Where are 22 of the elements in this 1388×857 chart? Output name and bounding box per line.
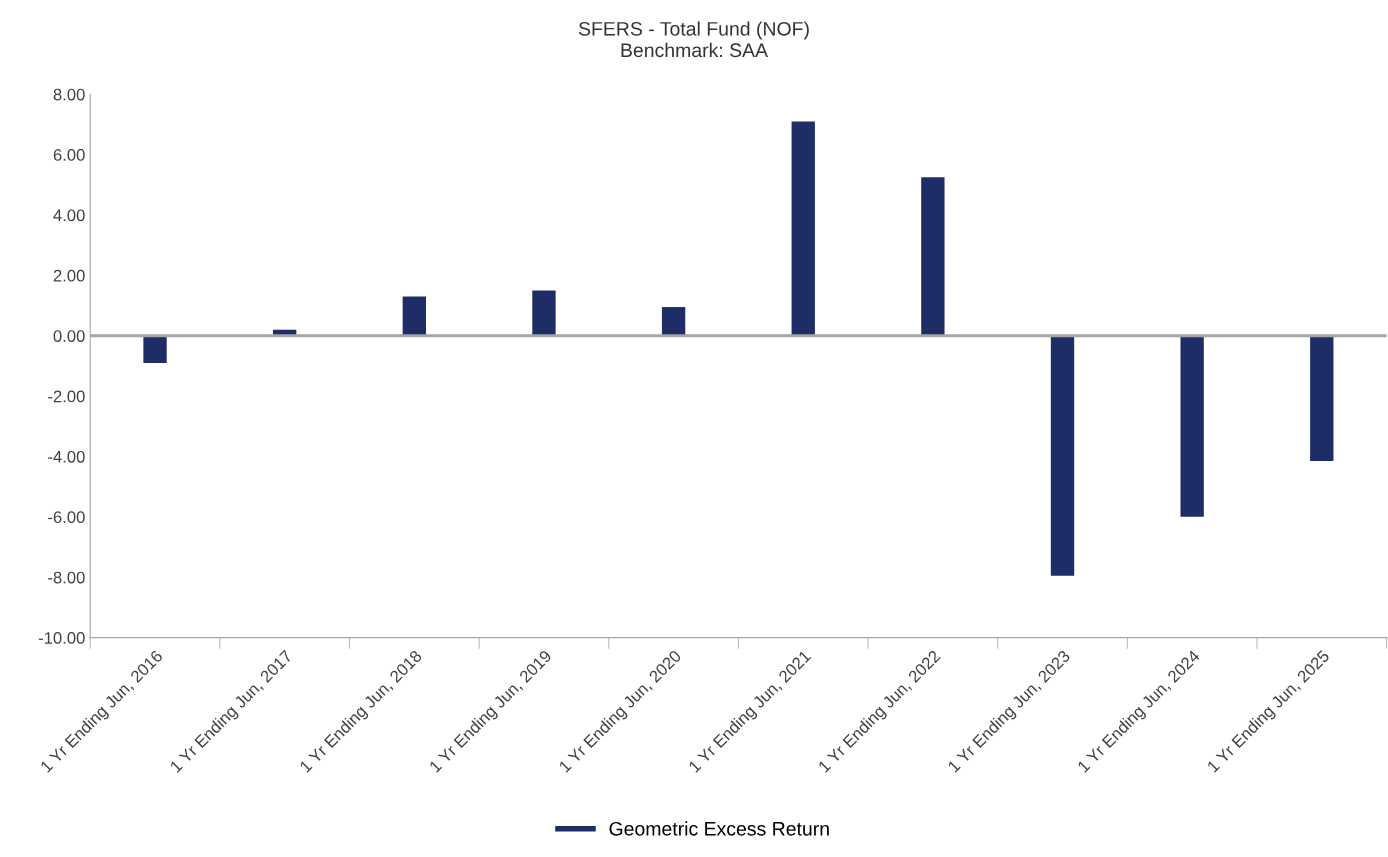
y-tick-label: -6.00 — [48, 511, 85, 524]
y-tick-label: 4.00 — [53, 209, 85, 222]
y-tick-label: 6.00 — [53, 149, 85, 161]
y-tick-label: -4.00 — [48, 450, 85, 463]
bar — [1180, 335, 1204, 517]
bar — [143, 335, 167, 363]
bar — [1310, 335, 1334, 462]
legend-label: Geometric Excess Return — [609, 821, 829, 836]
bar — [921, 177, 945, 336]
y-tick-label: 0.00 — [53, 330, 85, 342]
chart-subtitle: Benchmark: SAA — [621, 42, 768, 58]
bar — [532, 290, 556, 336]
chart-title: SFERS - Total Fund (NOF) — [578, 21, 809, 40]
bar — [661, 307, 686, 336]
bar — [402, 296, 426, 336]
bar — [791, 121, 815, 336]
bar — [1050, 335, 1075, 576]
y-tick-label: -10.00 — [38, 632, 85, 644]
y-tick-label: 2.00 — [53, 269, 85, 282]
y-tick-label: 8.00 — [53, 88, 85, 101]
y-tick-label: -8.00 — [48, 571, 85, 584]
y-tick-label: -2.00 — [48, 390, 85, 403]
